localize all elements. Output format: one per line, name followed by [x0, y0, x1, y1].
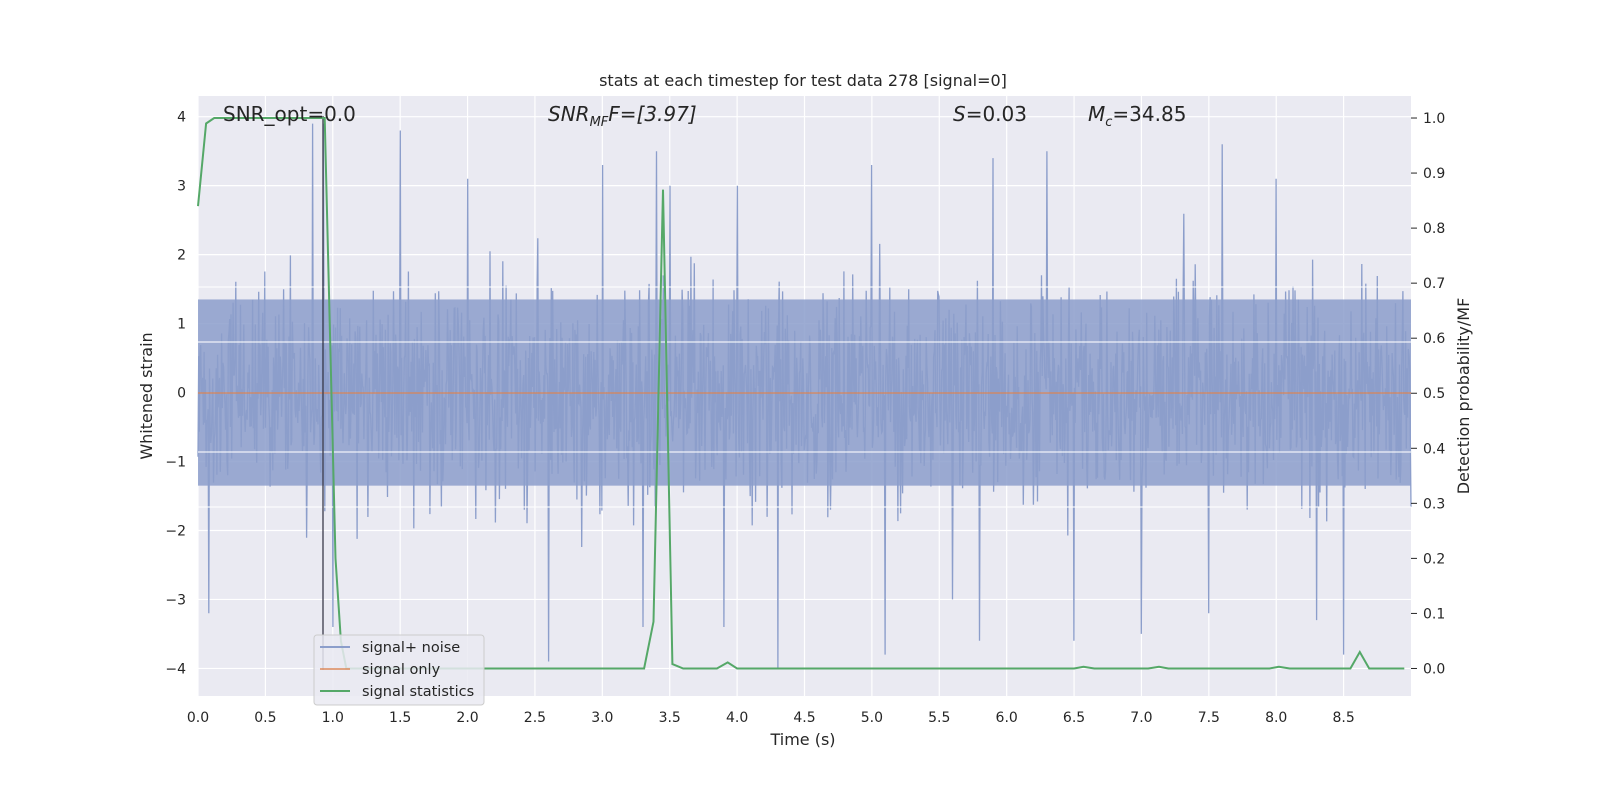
signal-statistics-line [197, 117, 1405, 670]
right-tick-label: 0.1 [1423, 606, 1445, 622]
x-tick-label: 0.5 [254, 710, 276, 726]
x-tick-label: 5.5 [928, 710, 950, 726]
right-tick-label: 0.9 [1423, 166, 1445, 182]
legend-label-noise: signal+ noise [362, 640, 460, 656]
right-tick-labels: 1.0 0.9 0.8 0.7 0.6 0.5 0.4 0.3 0.2 0.1 0.0 [1411, 111, 1445, 677]
right-tick-label: 0.7 [1423, 276, 1445, 292]
right-tick-label: 0.5 [1423, 386, 1445, 402]
s-annotation: S=0.03 [953, 102, 1027, 126]
x-tick-label: 6.5 [1063, 710, 1085, 726]
mc-annotation: Mc=34.85 [1088, 102, 1186, 130]
right-tick-label: 0.8 [1423, 221, 1445, 237]
legend-label-stats: signal statistics [362, 684, 474, 700]
x-tick-label: 4.5 [793, 710, 815, 726]
x-tick-label: 7.0 [1130, 710, 1152, 726]
y-tick-label: −3 [165, 592, 186, 608]
y-tick-label: 0 [177, 386, 186, 402]
legend-label-signal: signal only [362, 662, 441, 678]
y-tick-label: 2 [177, 248, 186, 264]
x-tick-label: 7.5 [1198, 710, 1220, 726]
x-tick-label: 5.0 [861, 710, 883, 726]
y-tick-label: 3 [177, 179, 186, 195]
right-tick-label: 0.2 [1423, 551, 1445, 567]
legend: signal+ noise signal only signal statist… [313, 634, 485, 706]
y-right-axis-label: Detection probability/MF [1454, 298, 1473, 495]
legend-box [313, 634, 485, 706]
y-tick-label: 1 [177, 317, 186, 333]
snr-mf-annotation: SNRMFF=[3.97] [548, 102, 697, 130]
y-tick-label: 4 [177, 110, 186, 126]
right-tick-label: 0.4 [1423, 441, 1445, 457]
right-tick-label: 0.6 [1423, 331, 1445, 347]
chart-title: stats at each timestep for test data 278… [599, 71, 1007, 90]
y-tick-label: −4 [165, 661, 186, 677]
x-axis-label: Time (s) [769, 730, 835, 749]
right-tick-label: 0.3 [1423, 496, 1445, 512]
x-tick-label: 2.5 [524, 710, 546, 726]
y-tick-labels: 4 3 2 1 0 −1 −2 −3 −4 [165, 110, 186, 678]
x-tick-label: 3.5 [659, 710, 681, 726]
y-axis-label: Whitened strain [137, 332, 156, 459]
x-tick-label: 2.0 [456, 710, 478, 726]
x-tick-labels: 0.0 0.5 1.0 1.5 2.0 2.5 3.0 3.5 4.0 4.5 5.0 5.5 6.0 6… [187, 710, 1355, 726]
x-tick-label: 8.0 [1265, 710, 1287, 726]
right-tick-label: 0.0 [1423, 661, 1445, 677]
x-tick-label: 6.0 [996, 710, 1018, 726]
snr-opt-annotation: SNR_opt=0.0 [223, 102, 356, 126]
x-tick-label: 8.5 [1332, 710, 1354, 726]
x-tick-label: 1.5 [389, 710, 411, 726]
x-tick-label: 3.0 [591, 710, 613, 726]
x-tick-label: 1.0 [322, 710, 344, 726]
right-tick-label: 1.0 [1423, 111, 1445, 127]
y-tick-label: −2 [165, 523, 186, 539]
noise-trace [197, 123, 1412, 669]
x-tick-label: 0.0 [187, 710, 209, 726]
x-tick-label: 4.0 [726, 710, 748, 726]
y-tick-label: −1 [165, 455, 186, 471]
